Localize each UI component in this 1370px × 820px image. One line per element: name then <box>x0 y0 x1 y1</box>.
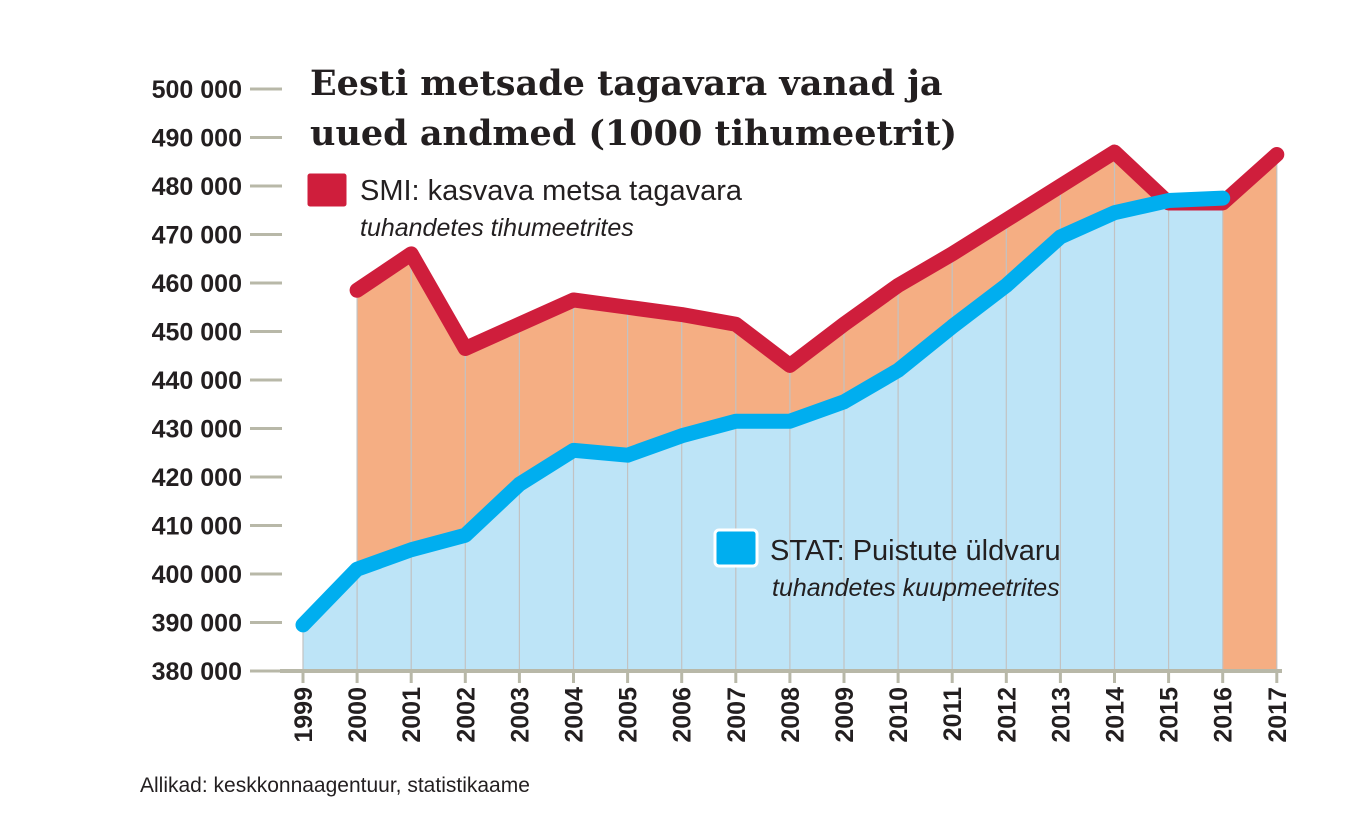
y-tick-label-9: 470 000 <box>152 222 242 250</box>
series-lines <box>295 144 1285 633</box>
x-tick-label-2001: 2001 <box>398 687 426 743</box>
x-tick-label-2016: 2016 <box>1210 687 1238 743</box>
x-tick-label-2011: 2011 <box>939 687 967 741</box>
x-tick-label-2015: 2015 <box>1156 687 1184 743</box>
series-line-0 <box>349 144 1285 373</box>
x-tick-label-2012: 2012 <box>993 687 1021 743</box>
x-tick-label-2017: 2017 <box>1264 687 1292 743</box>
x-tick-label-2008: 2008 <box>777 687 805 743</box>
y-tick-label-5: 430 000 <box>152 416 242 444</box>
legend-sub-smi: tuhandetes tihumeetrites <box>360 214 634 242</box>
legend-swatch-smi <box>304 170 350 210</box>
x-tick-label-2010: 2010 <box>885 687 913 743</box>
x-tick-label-2005: 2005 <box>615 687 643 743</box>
legend-label-stat: STAT: Puistute üldvaru <box>770 535 1061 567</box>
axes: 380 000 390 000 400 000 410 000 420 000 430 0… <box>152 76 1292 743</box>
chart-title-line-1: Eesti metsade tagavara vanad ja <box>310 63 943 104</box>
y-tick-label-4: 420 000 <box>152 464 242 492</box>
x-tick-label-2000: 2000 <box>344 687 372 743</box>
x-tick-label-2009: 2009 <box>831 687 859 743</box>
x-tick-label-2013: 2013 <box>1047 687 1075 743</box>
source-note: Allikad: keskkonnaagentuur, statistikaam… <box>140 774 530 797</box>
x-tick-label-2004: 2004 <box>561 687 589 743</box>
x-tick-label-2003: 2003 <box>506 687 534 743</box>
legend-sub-stat: tuhandetes kuupmeetrites <box>772 574 1060 602</box>
x-tick-label-1999: 1999 <box>290 687 318 743</box>
y-tick-label-11: 490 000 <box>152 125 242 153</box>
series-line-1 <box>295 190 1231 633</box>
x-tick-label-2006: 2006 <box>669 687 697 743</box>
y-tick-label-12: 500 000 <box>152 76 242 104</box>
chart-title-line-2: uued andmed (1000 tihumeetrit) <box>310 113 957 154</box>
legend-label-smi: SMI: kasvava metsa tagavara <box>360 175 743 207</box>
legend-swatch-stat <box>713 528 759 568</box>
y-tick-label-0: 380 000 <box>152 658 242 686</box>
area-fill-series-1 <box>303 198 1223 671</box>
x-tick-label-2002: 2002 <box>452 687 480 743</box>
x-tick-label-2014: 2014 <box>1102 687 1130 743</box>
x-tick-label-2007: 2007 <box>723 687 751 743</box>
y-tick-label-10: 480 000 <box>152 173 242 201</box>
y-tick-label-2: 400 000 <box>152 561 242 589</box>
y-tick-label-6: 440 000 <box>152 367 242 395</box>
y-tick-label-7: 450 000 <box>152 319 242 347</box>
y-tick-label-3: 410 000 <box>152 513 242 541</box>
y-tick-label-8: 460 000 <box>152 270 242 298</box>
y-tick-label-1: 390 000 <box>152 610 242 638</box>
